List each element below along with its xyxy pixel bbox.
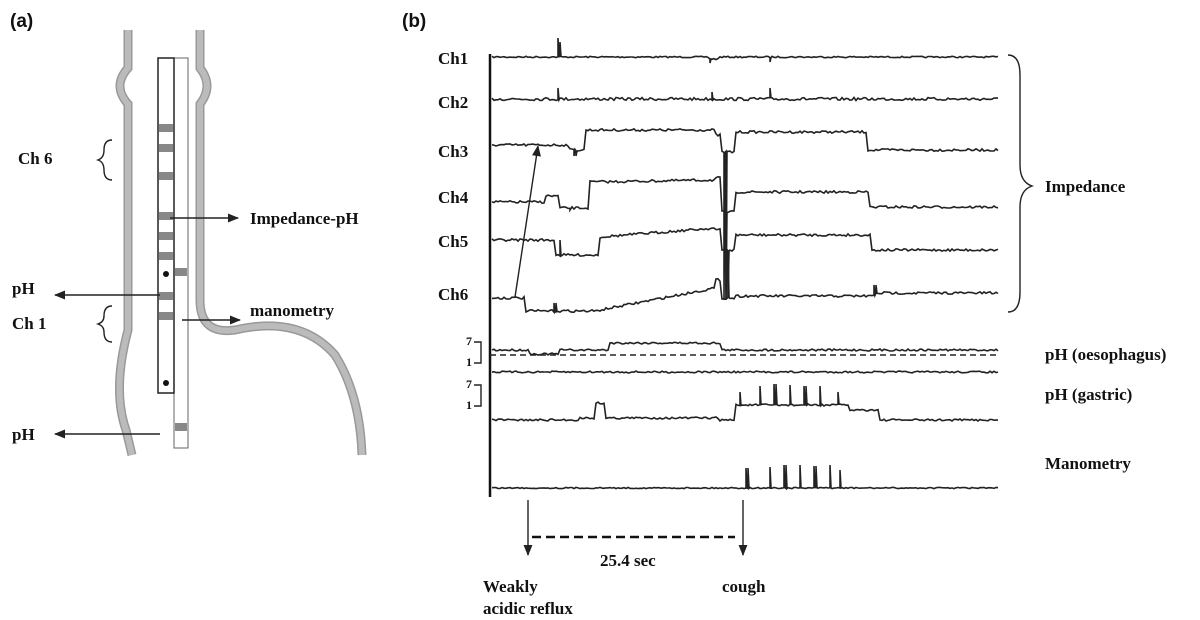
scale-label: 7: [466, 334, 472, 348]
oesophagus-wall: [116, 30, 135, 456]
impedance-catheter: [157, 57, 175, 394]
manometry-catheter: [173, 57, 189, 449]
brace: [1007, 54, 1035, 313]
sensors: [159, 124, 187, 431]
scale-bracket: [474, 341, 482, 364]
annotation: acidic reflux: [483, 599, 573, 618]
channel-label: Ch 1: [12, 314, 46, 333]
channel-label: Ch4: [438, 188, 469, 207]
annotation: pH (oesophagus): [1045, 345, 1166, 364]
trace: [491, 37, 999, 64]
trace: [491, 464, 999, 491]
arrow: [514, 144, 541, 298]
annotation: pH: [12, 425, 35, 444]
trace: [491, 175, 999, 291]
trace: [491, 249, 999, 315]
trace: [491, 87, 999, 103]
channel-label: Ch 6: [18, 149, 52, 168]
scale-label: 1: [466, 355, 472, 369]
annotation: Weakly: [483, 577, 538, 596]
oesophagus-wall: [195, 30, 367, 456]
channel-label: Ch1: [438, 49, 468, 68]
panel-a: (a) Ch 6 Impedance-pH pH Ch 1 manometry …: [10, 11, 367, 457]
annotation: Impedance-pH: [250, 209, 359, 228]
annotation: pH (gastric): [1045, 385, 1132, 404]
trace: [491, 370, 999, 374]
scale-label: 7: [466, 377, 472, 391]
annotation: manometry: [250, 301, 335, 320]
channel-label: Ch5: [438, 232, 468, 251]
annotation: 25.4 sec: [600, 551, 656, 570]
brace: [95, 139, 113, 181]
channel-label: Ch3: [438, 142, 468, 161]
channel-label: Ch2: [438, 93, 468, 112]
brace: [95, 305, 113, 343]
panel-label: (a): [10, 11, 33, 32]
scale-bracket: [474, 384, 482, 407]
trace: [491, 127, 999, 301]
panel-label: (b): [402, 11, 426, 32]
trace: [491, 383, 998, 423]
annotation: Impedance: [1045, 177, 1126, 196]
annotation: pH: [12, 279, 35, 298]
scale-label: 1: [466, 398, 472, 412]
annotation: Manometry: [1045, 454, 1131, 473]
trace: [491, 341, 999, 356]
panel-b: (b) Ch1 Ch2 Ch3 Ch4 Ch5 Ch6 Impedance 7 …: [402, 11, 1166, 618]
trace: [491, 227, 999, 299]
annotation: cough: [722, 577, 766, 596]
channel-label: Ch6: [438, 285, 468, 304]
oesophagus-wall: [197, 30, 365, 456]
